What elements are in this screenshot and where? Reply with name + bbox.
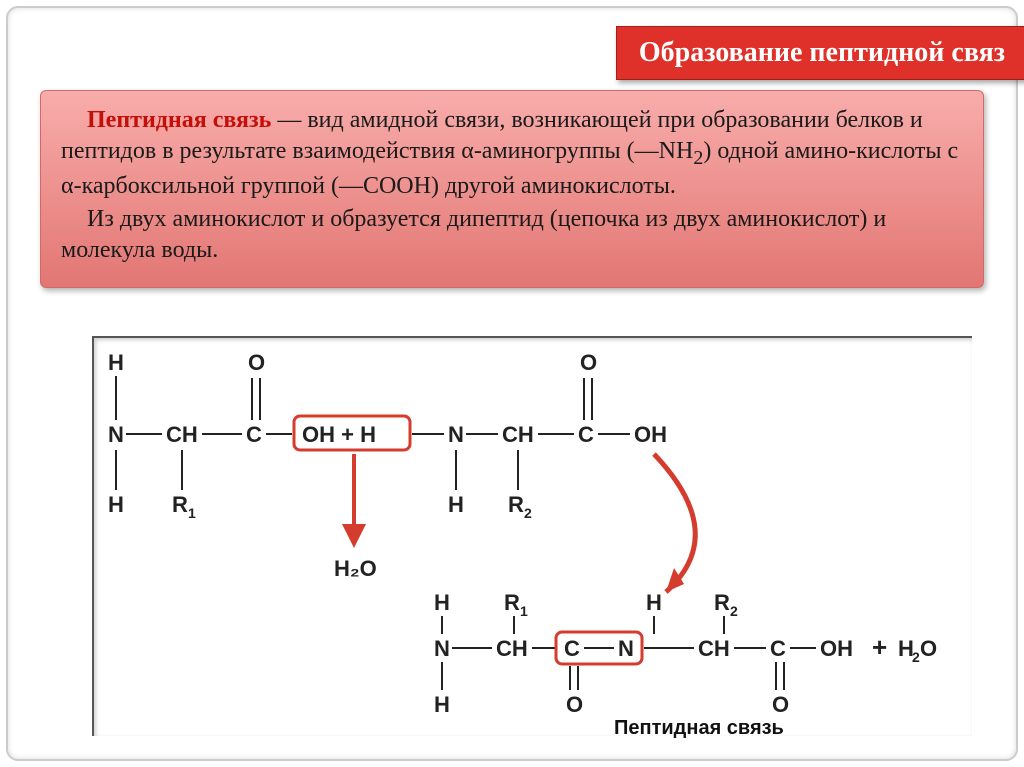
slide-title: Образование пептидной связ	[616, 26, 1024, 80]
atom-R2: R	[508, 492, 524, 517]
atom-H-top1: H	[108, 350, 124, 375]
p-N2: N	[618, 636, 634, 661]
p-water-O: O	[920, 636, 937, 661]
atom-R1-sub: 1	[188, 505, 196, 521]
definition-box: Пептидная связь — вид амидной связи, воз…	[40, 90, 984, 288]
atom-H-bot2: H	[448, 492, 464, 517]
combine-OHH: OH + H	[302, 422, 376, 447]
p-top-R2: R	[714, 590, 730, 615]
p-top-R2s: 2	[730, 603, 738, 619]
definition-paragraph-2: Из двух аминокислот и образуется дипепти…	[61, 204, 963, 265]
atom-OH2: OH	[634, 422, 667, 447]
arrow-water-down	[342, 454, 366, 548]
p-bot-O2: O	[772, 692, 789, 717]
p-top-R1: R	[504, 590, 520, 615]
p-top-R1s: 1	[520, 603, 528, 619]
atom-N1: N	[108, 422, 124, 447]
label-peptide-bond: Пептидная связь	[614, 717, 784, 738]
p-OH: OH	[820, 636, 853, 661]
p-CH1: CH	[496, 636, 528, 661]
atom-O1: O	[248, 350, 265, 375]
p-CH2: CH	[698, 636, 730, 661]
p-C1: C	[564, 636, 580, 661]
definition-p1-sub: 2	[693, 147, 703, 169]
p-plus: +	[872, 632, 887, 662]
chem-svg: H N H CH R 1 C O OH + H N H CH R 2 C O O…	[94, 338, 974, 738]
definition-lead: Пептидная связь	[87, 107, 271, 133]
p-top-H2: H	[646, 590, 662, 615]
p-bot-O1: O	[566, 692, 583, 717]
p-water-2: 2	[912, 649, 920, 665]
chemistry-diagram: H N H CH R 1 C O OH + H N H CH R 2 C O O…	[92, 336, 972, 736]
p-N1: N	[434, 636, 450, 661]
p-top-H1: H	[434, 590, 450, 615]
atom-N2: N	[448, 422, 464, 447]
p-bot-H: H	[434, 692, 450, 717]
atom-R1: R	[172, 492, 188, 517]
atom-O2: O	[580, 350, 597, 375]
atom-CH1: CH	[166, 422, 198, 447]
slide-title-text: Образование пептидной связ	[639, 37, 1005, 68]
atom-C2: C	[578, 422, 594, 447]
label-H2O: H₂O	[334, 556, 377, 581]
atom-CH2: CH	[502, 422, 534, 447]
atom-R2-sub: 2	[524, 505, 532, 521]
definition-paragraph-1: Пептидная связь — вид амидной связи, воз…	[61, 105, 963, 202]
p-C2: C	[770, 636, 786, 661]
atom-H-bot1: H	[108, 492, 124, 517]
atom-C1: C	[246, 422, 262, 447]
